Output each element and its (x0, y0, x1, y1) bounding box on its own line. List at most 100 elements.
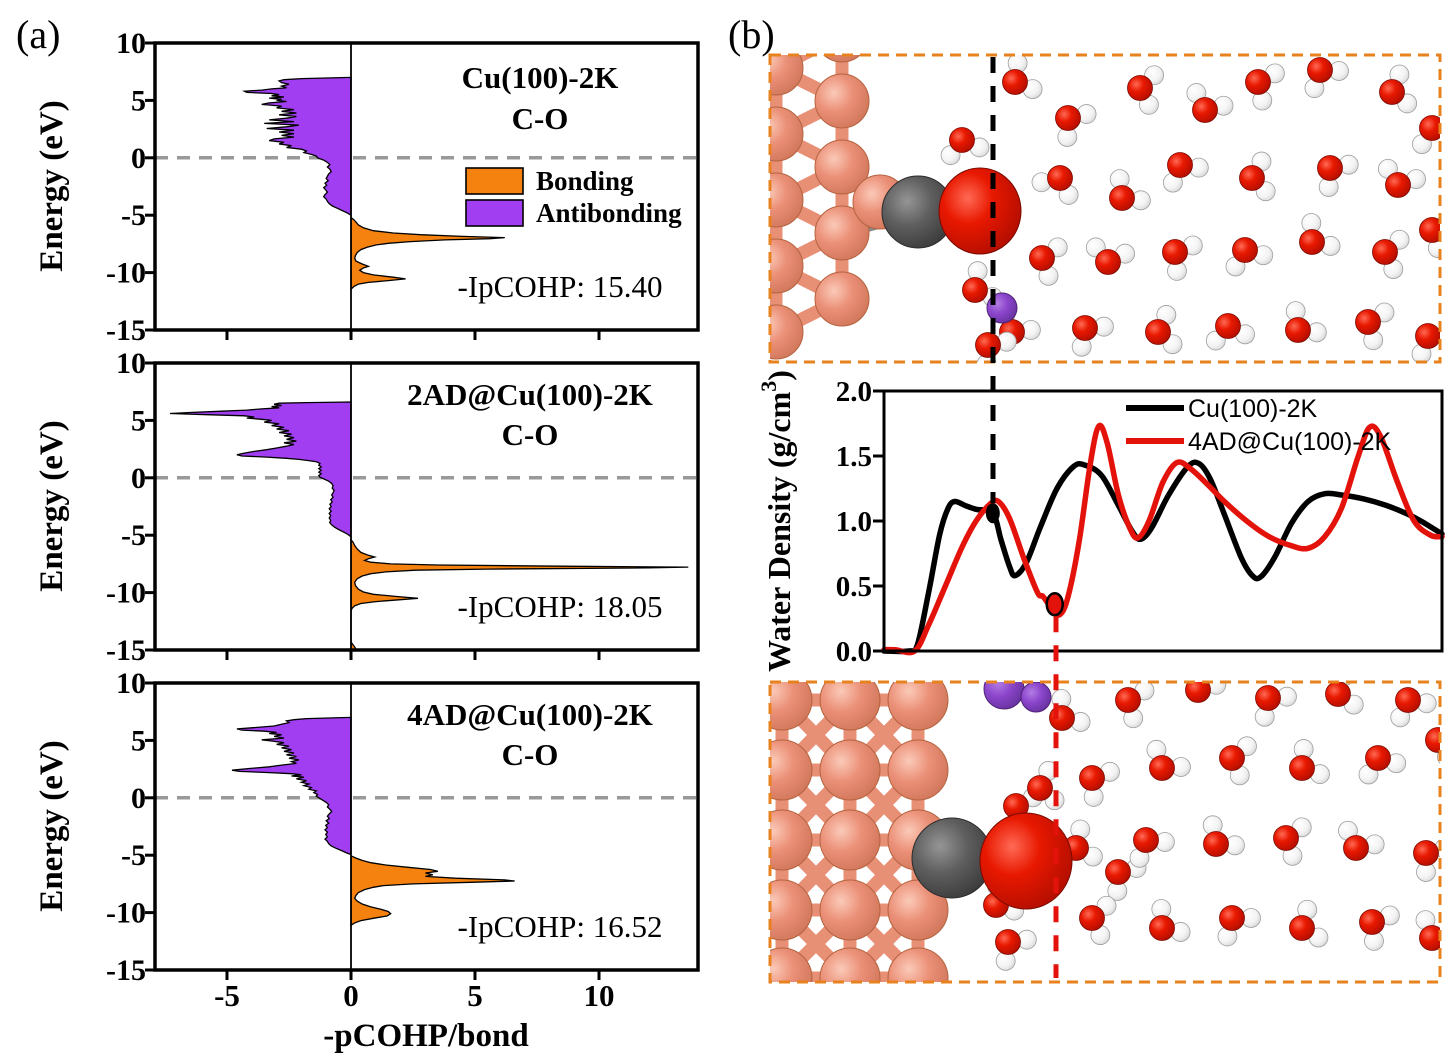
oxygen-atom (1273, 825, 1299, 851)
bonding-legend-label: Bonding (536, 166, 634, 196)
oxygen-atom (1079, 765, 1105, 791)
copper-atom (887, 739, 949, 801)
water-molecule (1379, 64, 1418, 114)
y-tick-label: 5 (131, 724, 146, 757)
oxygen-atom (975, 332, 1001, 358)
oxygen-atom-co (979, 812, 1073, 910)
hydrogen-atom (1441, 124, 1455, 143)
panel-a-label: (a) (16, 12, 60, 57)
oxygen-atom (1185, 682, 1211, 703)
plot2-ipcohp: -IpCOHP: 18.05 (458, 589, 663, 624)
plot3-ipcohp: -IpCOHP: 16.52 (458, 909, 663, 944)
pcohp-legend: Bonding Antibonding (465, 166, 682, 228)
oxygen-atom (1167, 152, 1193, 178)
antibonding-area (231, 716, 352, 856)
antibonding-legend-label: Antibonding (536, 198, 682, 228)
md-snapshot-top (770, 55, 1455, 362)
y-tick-label: 5 (131, 84, 146, 117)
energy-axis-label-1: Energy (eV) (34, 100, 70, 271)
oxygen-atom (1419, 115, 1440, 141)
plot1-title: Cu(100)-2K (462, 60, 619, 95)
water-molecule (1413, 839, 1440, 882)
copper-atom (887, 947, 949, 982)
water-density-axis-label: Water Density (g/cm3) (756, 370, 797, 672)
water-molecule (1055, 104, 1097, 147)
water-molecule (1109, 169, 1151, 211)
water-molecule (1149, 899, 1191, 942)
oxygen-atom (1055, 105, 1081, 131)
density-legend-label-red: 4AD@Cu(100)-2K (1188, 428, 1392, 456)
oxygen-atom (1203, 831, 1229, 857)
plot-border (153, 41, 700, 332)
x-tick-label: 10 (584, 978, 615, 1013)
guide-lines-layer (990, 57, 1059, 978)
water-molecule (1029, 237, 1068, 286)
density-y-tick-label: 1.0 (836, 506, 872, 538)
oxygen-atom (1289, 755, 1315, 781)
water-density-plot-layer: 0.0 0.5 1.0 1.5 2.0 (836, 376, 1445, 668)
oxygen-atom (1095, 249, 1121, 275)
oxygen-atom (1307, 57, 1333, 83)
copper-atom (819, 739, 881, 801)
potassium-ion (1020, 682, 1052, 713)
copper-atom (819, 879, 881, 941)
y-tick-label: 0 (131, 782, 146, 815)
pcohp-plots-layer (145, 41, 700, 980)
water-molecule (1071, 315, 1114, 357)
density-y-tick-label: 0.0 (836, 636, 872, 668)
y-tick-label: 10 (116, 347, 146, 380)
water-molecule (1299, 213, 1341, 256)
water-molecule (1411, 323, 1440, 362)
black-curve-marker (985, 503, 1000, 524)
water-molecule (1325, 682, 1364, 715)
water-molecule (1419, 214, 1440, 258)
oxygen-atom (1232, 237, 1258, 263)
water-molecule (1338, 820, 1385, 861)
copper-atom (819, 809, 881, 871)
oxygen-atom (1299, 229, 1325, 255)
oxygen-atom (1325, 682, 1351, 707)
water-molecule (1219, 736, 1257, 786)
water-molecule (1317, 154, 1359, 197)
snapshot-borders-layer (768, 53, 1442, 984)
antibonding-swatch (465, 199, 524, 227)
density-legend-label-black: Cu(100)-2K (1188, 395, 1318, 423)
water-molecule (1289, 739, 1330, 785)
copper-atom (814, 139, 870, 195)
water-molecule (1162, 235, 1203, 281)
oxygen-atom (1395, 687, 1421, 713)
water-molecule (1372, 229, 1410, 279)
water-molecule (1273, 817, 1312, 866)
water-molecule (1183, 682, 1227, 703)
y-tick-label: 0 (131, 462, 146, 495)
water-molecule (1129, 827, 1175, 868)
oxygen-atom (1289, 915, 1315, 941)
y-tick-label: -5 (121, 199, 146, 232)
pcohp-plot-1 (145, 41, 700, 340)
water-molecule (1225, 237, 1274, 277)
oxygen-atom (1162, 239, 1188, 265)
oxygen-atom (1145, 319, 1171, 345)
panel-b-label: (b) (728, 12, 775, 57)
water-molecule (1245, 63, 1285, 111)
copper-atom (770, 809, 813, 871)
density-y-tick-label: 0.5 (836, 571, 872, 603)
water-molecule (940, 127, 990, 166)
oxygen-atom (1219, 745, 1245, 771)
oxygen-atom (1359, 909, 1385, 935)
water-molecule (962, 261, 1003, 308)
oxygen-atom (1413, 840, 1439, 866)
bonding-area (350, 216, 505, 291)
water-molecule (1105, 858, 1147, 901)
oxygen-atom (949, 127, 975, 153)
water-molecule (1115, 682, 1155, 729)
y-tick-label: 5 (131, 404, 146, 437)
md-snapshot-bottom (770, 682, 1440, 982)
oxygen-atom (1133, 827, 1159, 853)
density-legend: Cu(100)-2K 4AD@Cu(100)-2K (1126, 395, 1392, 456)
oxygen-atom (962, 277, 988, 303)
water-molecule (1085, 237, 1135, 275)
y-tick-label: -10 (106, 257, 146, 290)
